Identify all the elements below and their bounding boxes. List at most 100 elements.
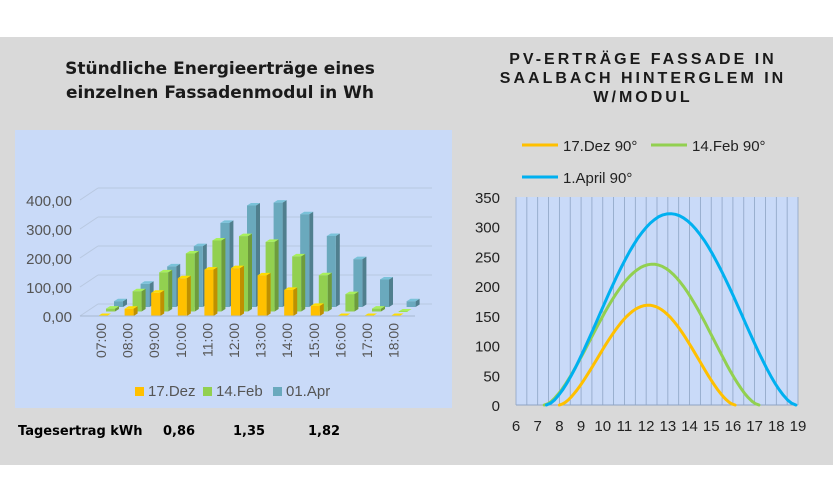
bar-x-tick-label: 10:00 <box>173 323 189 358</box>
bar-side-face <box>168 269 173 312</box>
line-legend-label: 14.Feb 90° <box>692 138 766 155</box>
bar-14.Feb-08:00 <box>132 288 146 312</box>
line-x-tick-label: 6 <box>512 418 520 435</box>
bar-top-face <box>177 275 191 279</box>
bar-front-face <box>345 294 355 312</box>
bar-gridline-side <box>79 187 99 201</box>
bar-top-face <box>345 291 359 295</box>
bar-top-face <box>273 200 287 203</box>
line-y-tick-label: 200 <box>475 279 500 296</box>
bar-top-face <box>284 287 298 290</box>
bar-legend-swatch <box>135 387 144 396</box>
line-legend-label: 17.Dez 90° <box>563 138 637 155</box>
bar-front-face <box>257 275 267 316</box>
daily-yield-apr: 1,82 <box>308 424 341 439</box>
bar-top-face <box>364 313 377 316</box>
line-x-tick-label: 7 <box>534 418 542 435</box>
bar-14.Feb-14:00 <box>292 253 306 312</box>
line-x-tick-label: 19 <box>790 418 807 435</box>
bar-top-face <box>257 272 271 276</box>
bar-front-face <box>231 268 240 316</box>
bar-front-face <box>318 275 328 312</box>
line-x-tick-label: 17 <box>746 418 763 435</box>
line-y-tick-label: 100 <box>475 339 500 356</box>
bar-front-face <box>177 278 187 316</box>
line-y-tick-label: 250 <box>475 249 500 266</box>
bar-side-face <box>282 200 287 307</box>
bar-top-face <box>239 233 252 237</box>
bar-gridline-side <box>79 274 99 288</box>
right-chart-title: PV-ERTRÄGE FASSADE IN SAALBACH HINTERGLE… <box>499 51 787 106</box>
bar-x-tick-label: 14:00 <box>279 323 295 358</box>
bar-front-face <box>398 311 408 312</box>
bar-14.Feb-15:00 <box>318 272 332 312</box>
line-legend-label: 1.April 90° <box>563 170 632 187</box>
bar-top-face <box>140 281 154 284</box>
bar-side-face <box>186 275 191 316</box>
bar-top-face <box>212 237 226 241</box>
daily-yield-label: Tagesertrag kWh <box>18 424 143 439</box>
bar-top-face <box>231 265 244 269</box>
bar-x-tick-label: 12:00 <box>226 323 242 358</box>
line-y-tick-label: 350 <box>475 190 500 207</box>
bar-legend-swatch <box>203 387 212 396</box>
bar-front-face <box>284 289 294 316</box>
bar-legend-swatch <box>273 387 282 396</box>
bar-front-face <box>204 269 214 316</box>
bar-17.Dez-13:00 <box>257 272 271 316</box>
bar-17.Dez-09:00 <box>151 290 165 316</box>
bar-side-face <box>248 233 252 312</box>
bar-side-face <box>160 290 165 316</box>
bar-y-tick-label: 400,00 <box>26 193 72 210</box>
line-x-tick-label: 13 <box>660 418 677 435</box>
bar-top-face <box>124 306 138 309</box>
bar-side-face <box>415 298 420 307</box>
bar-side-face <box>240 265 244 316</box>
bar-top-face <box>406 298 420 302</box>
bar-side-face <box>213 267 218 316</box>
line-x-tick-label: 14 <box>681 418 698 435</box>
bar-side-face <box>293 287 298 316</box>
bar-side-face <box>335 233 340 307</box>
bar-top-face <box>398 309 412 312</box>
line-x-tick-label: 12 <box>638 418 655 435</box>
line-x-tick-label: 18 <box>768 418 785 435</box>
bar-x-tick-label: 08:00 <box>120 323 136 358</box>
line-x-tick-label: 10 <box>594 418 611 435</box>
bar-01.Apr-16:00 <box>353 256 367 307</box>
bar-side-face <box>266 272 271 316</box>
bar-front-face <box>326 235 336 307</box>
bar-x-tick-label: 18:00 <box>386 323 402 358</box>
bar-top-face <box>98 313 111 316</box>
bar-01.Apr-15:00 <box>326 233 340 307</box>
bar-14.Feb-17:00 <box>372 306 385 312</box>
line-y-tick-label: 50 <box>483 368 500 385</box>
bar-top-face <box>300 211 314 215</box>
bar-top-face <box>247 203 260 206</box>
bar-top-face <box>167 263 181 267</box>
bar-17.Dez-12:00 <box>231 265 244 316</box>
line-series-0 <box>557 303 737 407</box>
bar-top-face <box>310 303 324 306</box>
bar-side-face <box>327 272 332 312</box>
bar-side-face <box>194 251 199 312</box>
bar-gridline-side <box>79 303 99 317</box>
bar-front-face <box>406 301 416 307</box>
bar-y-tick-label: 200,00 <box>26 251 72 268</box>
bar-top-face <box>151 290 165 293</box>
bar-legend-label: 01.Apr <box>286 383 330 400</box>
bar-side-face <box>309 211 314 307</box>
line-x-tick-label: 16 <box>725 418 742 435</box>
bar-side-face <box>381 306 385 312</box>
bar-top-face <box>390 313 404 316</box>
bar-side-face <box>274 239 279 312</box>
bar-front-face <box>106 308 115 312</box>
bar-legend-label: 14.Feb <box>216 383 263 400</box>
bar-x-tick-label: 11:00 <box>199 323 215 357</box>
bar-front-face <box>124 308 134 316</box>
bar-01.Apr-07:00 <box>114 298 127 307</box>
daily-yield-dez: 0,86 <box>163 424 196 439</box>
daily-yield-feb: 1,35 <box>233 424 266 439</box>
